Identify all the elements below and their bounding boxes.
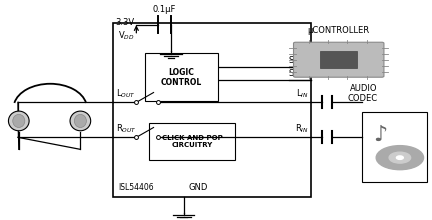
Text: L$_{OUT}$: L$_{OUT}$	[116, 87, 136, 100]
Ellipse shape	[74, 114, 86, 127]
Text: CLICK AND POP
CIRCUITRY: CLICK AND POP CIRCUITRY	[162, 135, 222, 148]
Bar	[362, 112, 427, 182]
Ellipse shape	[13, 114, 25, 127]
Text: ♪: ♪	[373, 125, 388, 145]
Text: SEL1: SEL1	[288, 56, 308, 65]
Text: AUDIO
CODEC: AUDIO CODEC	[347, 84, 378, 103]
Text: 0.1μF: 0.1μF	[152, 5, 176, 14]
Text: L$_{IN}$: L$_{IN}$	[296, 87, 308, 100]
Text: μCONTROLLER: μCONTROLLER	[308, 26, 370, 35]
Text: SEL2: SEL2	[288, 69, 308, 78]
FancyBboxPatch shape	[293, 42, 384, 77]
Bar	[145, 53, 218, 101]
Text: 3.3V: 3.3V	[115, 18, 134, 27]
Circle shape	[389, 152, 411, 163]
Text: R$_{OUT}$: R$_{OUT}$	[116, 122, 137, 135]
Bar	[149, 123, 235, 160]
Ellipse shape	[9, 111, 29, 131]
Bar	[113, 23, 311, 197]
Text: ISL54406: ISL54406	[118, 183, 153, 192]
Text: V$_{DD}$: V$_{DD}$	[118, 29, 134, 42]
Circle shape	[376, 146, 423, 170]
Circle shape	[397, 156, 403, 160]
Bar	[321, 51, 357, 68]
Text: LOGIC
CONTROL: LOGIC CONTROL	[161, 68, 202, 87]
Text: GND: GND	[188, 183, 207, 192]
Ellipse shape	[70, 111, 91, 131]
Text: R$_{IN}$: R$_{IN}$	[295, 122, 308, 135]
